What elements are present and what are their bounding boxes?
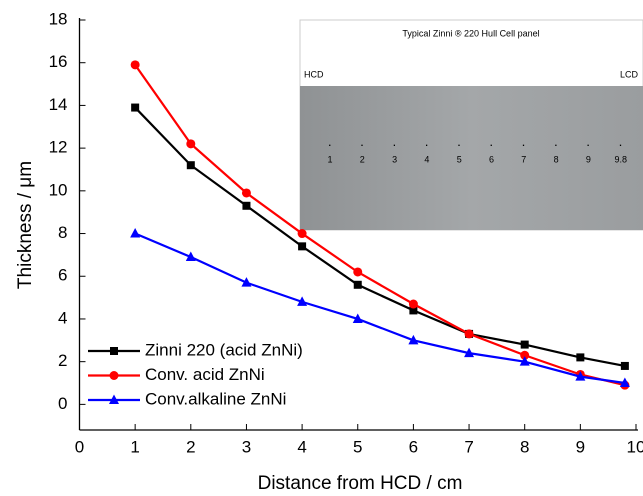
inset-dot: · (555, 140, 558, 150)
series-line (134, 64, 626, 387)
x-tick-label: 1 (130, 437, 139, 456)
inset-dot: · (361, 140, 364, 150)
inset-panel: Typical Zinni ® 220 Hull Cell panel HCD … (299, 19, 643, 231)
y-tick-label: 14 (49, 95, 68, 114)
marker (186, 161, 195, 170)
x-tick-label: 0 (75, 437, 84, 456)
inset-position: 9.8 (614, 154, 627, 164)
y-tick-label: 2 (58, 351, 67, 370)
x-tick-label: 2 (186, 437, 195, 456)
y-tick-label: 8 (58, 223, 67, 242)
marker (185, 251, 196, 262)
inset-position: 3 (392, 154, 397, 164)
x-tick-label: 3 (242, 437, 251, 456)
series-line (134, 232, 626, 385)
marker (109, 371, 119, 380)
inset-dot: · (490, 140, 493, 150)
x-tick-label: 8 (520, 437, 529, 456)
marker (464, 329, 474, 339)
legend-label: Zinni 220 (acid ZnNi) (145, 340, 303, 359)
inset-photo (300, 86, 643, 230)
marker (409, 306, 418, 315)
marker (242, 201, 251, 210)
y-tick-label: 4 (58, 308, 67, 327)
x-tick-label: 10 (627, 437, 643, 456)
inset-left-label: HCD (304, 69, 324, 79)
inset-position: 9 (586, 154, 591, 164)
x-tick-label: 6 (409, 437, 418, 456)
marker (130, 60, 140, 70)
y-tick-label: 6 (58, 266, 67, 285)
marker (520, 340, 529, 349)
y-tick-label: 16 (49, 52, 68, 71)
marker (186, 139, 196, 149)
y-axis-label: Thickness / μm (15, 161, 36, 289)
marker (241, 277, 252, 287)
x-tick-label: 7 (464, 437, 473, 456)
marker (241, 188, 251, 198)
inset-dot: · (393, 140, 396, 150)
marker (408, 334, 419, 345)
marker (620, 361, 629, 370)
x-axis-label: Distance from HCD / cm (258, 473, 463, 494)
marker (352, 313, 363, 323)
y-tick-label: 12 (49, 138, 68, 157)
x-tick-label: 5 (353, 437, 362, 456)
y-tick-label: 18 (49, 9, 68, 28)
inset-position: 7 (521, 154, 526, 164)
inset-position: 1 (327, 154, 332, 164)
marker (520, 350, 530, 360)
marker (519, 356, 530, 366)
marker (130, 228, 141, 238)
inset-dot: · (619, 140, 622, 150)
marker (298, 242, 307, 251)
marker (297, 296, 308, 306)
legend-label: Conv.alkaline ZnNi (145, 389, 286, 408)
x-tick-label: 4 (297, 437, 306, 456)
marker (353, 280, 362, 289)
marker (575, 371, 586, 381)
inset-dot: · (587, 140, 590, 150)
marker (353, 267, 363, 277)
marker (110, 347, 118, 355)
inset-position: 5 (457, 154, 462, 164)
y-tick-label: 10 (49, 180, 68, 199)
marker (619, 377, 630, 388)
inset-title: Typical Zinni ® 220 Hull Cell panel (402, 28, 539, 38)
inset-position: 2 (360, 154, 365, 164)
inset-position: 8 (554, 154, 559, 164)
inset-right-label: LCD (620, 69, 639, 79)
x-tick-label: 9 (576, 437, 585, 456)
inset-dot: · (458, 140, 461, 150)
inset-position: 6 (489, 154, 494, 164)
series-line (134, 106, 626, 368)
marker (109, 394, 119, 404)
inset-dot: · (522, 140, 525, 150)
y-tick-label: 0 (58, 394, 67, 413)
marker (297, 229, 307, 239)
marker (576, 353, 585, 362)
marker (131, 103, 140, 112)
inset-position: 4 (424, 154, 429, 164)
inset-dot: · (425, 140, 428, 150)
legend-label: Conv. acid ZnNi (145, 365, 265, 384)
marker (464, 347, 475, 358)
marker (408, 299, 418, 309)
inset-dot: · (329, 140, 332, 150)
